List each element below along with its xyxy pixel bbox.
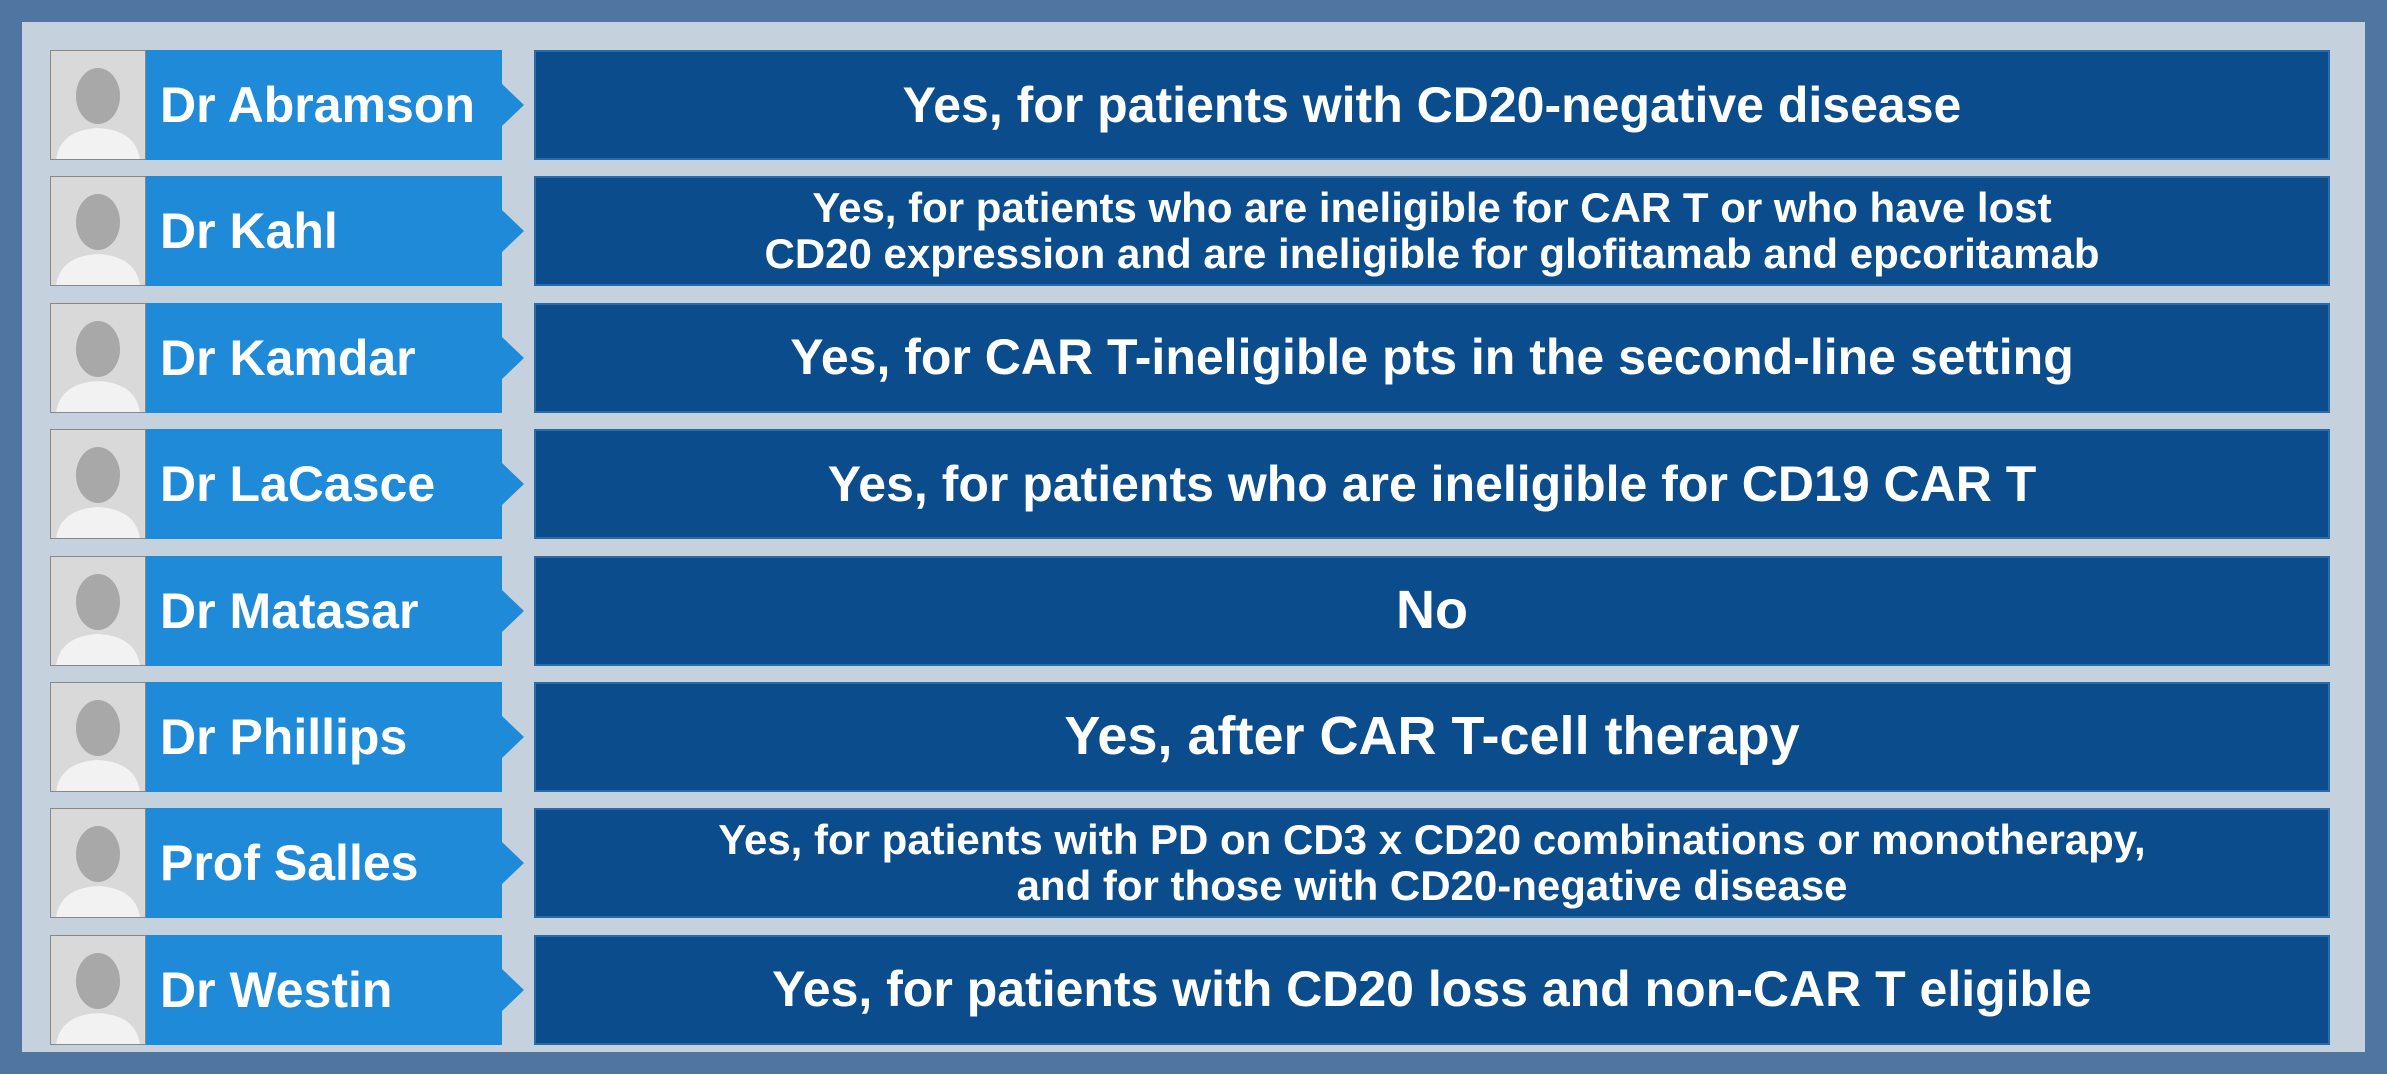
answer-line: Yes, for patients with CD20 loss and non… [772, 961, 2092, 1018]
portrait [50, 808, 146, 919]
portrait [50, 429, 146, 540]
name-tab [146, 555, 524, 666]
answer-box: Yes, for patients who are ineligible for… [534, 429, 2330, 540]
answer-box: Yes, after CAR T-cell therapy [534, 682, 2330, 792]
name-tab [146, 302, 524, 413]
answer-line: CD20 expression and are ineligible for g… [764, 230, 2100, 278]
name-tab [146, 50, 524, 160]
answer-box: Yes, for CAR T-ineligible pts in the sec… [534, 302, 2330, 413]
answer-line: Yes, after CAR T-cell therapy [1064, 706, 1800, 767]
answer-line: Yes, for patients with PD on CD3 x CD20 … [718, 816, 2146, 864]
answer-line: Yes, for patients who are ineligible for… [827, 455, 2037, 512]
panelist-name: Dr LaCasce [160, 456, 436, 513]
answer-line: No [1396, 579, 1468, 640]
panelist-name: Prof Salles [160, 835, 419, 892]
portrait [50, 176, 146, 287]
panelist-name: Dr Kahl [160, 203, 338, 260]
name-tab [146, 808, 524, 919]
answer-box: Yes, for patients who are ineligible for… [534, 176, 2330, 287]
name-tab [146, 429, 524, 540]
panelist-name: Dr Matasar [160, 582, 419, 639]
answer-line: Yes, for patients who are ineligible for… [812, 184, 2052, 232]
panelist-name: Dr Westin [160, 961, 393, 1018]
answer-box: Yes, for patients with CD20 loss and non… [534, 934, 2330, 1045]
panelist-name: Dr Phillips [160, 709, 408, 765]
answer-box: Yes, for patients with CD20-negative dis… [534, 50, 2330, 160]
name-tab [146, 176, 524, 287]
portrait [50, 302, 146, 413]
answer-box: Yes, for patients with PD on CD3 x CD20 … [534, 808, 2330, 919]
answer-box: No [534, 555, 2330, 666]
answer-line: and for those with CD20-negative disease [1016, 862, 1848, 910]
portrait [50, 555, 146, 666]
name-tab [146, 934, 524, 1045]
panelist-name: Dr Abramson [160, 77, 475, 133]
portrait [50, 934, 146, 1045]
name-tab [146, 682, 524, 792]
portrait [50, 50, 146, 160]
answer-line: Yes, for patients with CD20-negative dis… [902, 76, 1962, 133]
answer-line: Yes, for CAR T-ineligible pts in the sec… [790, 329, 2074, 386]
portrait [50, 682, 146, 792]
panelist-name: Dr Kamdar [160, 329, 416, 386]
